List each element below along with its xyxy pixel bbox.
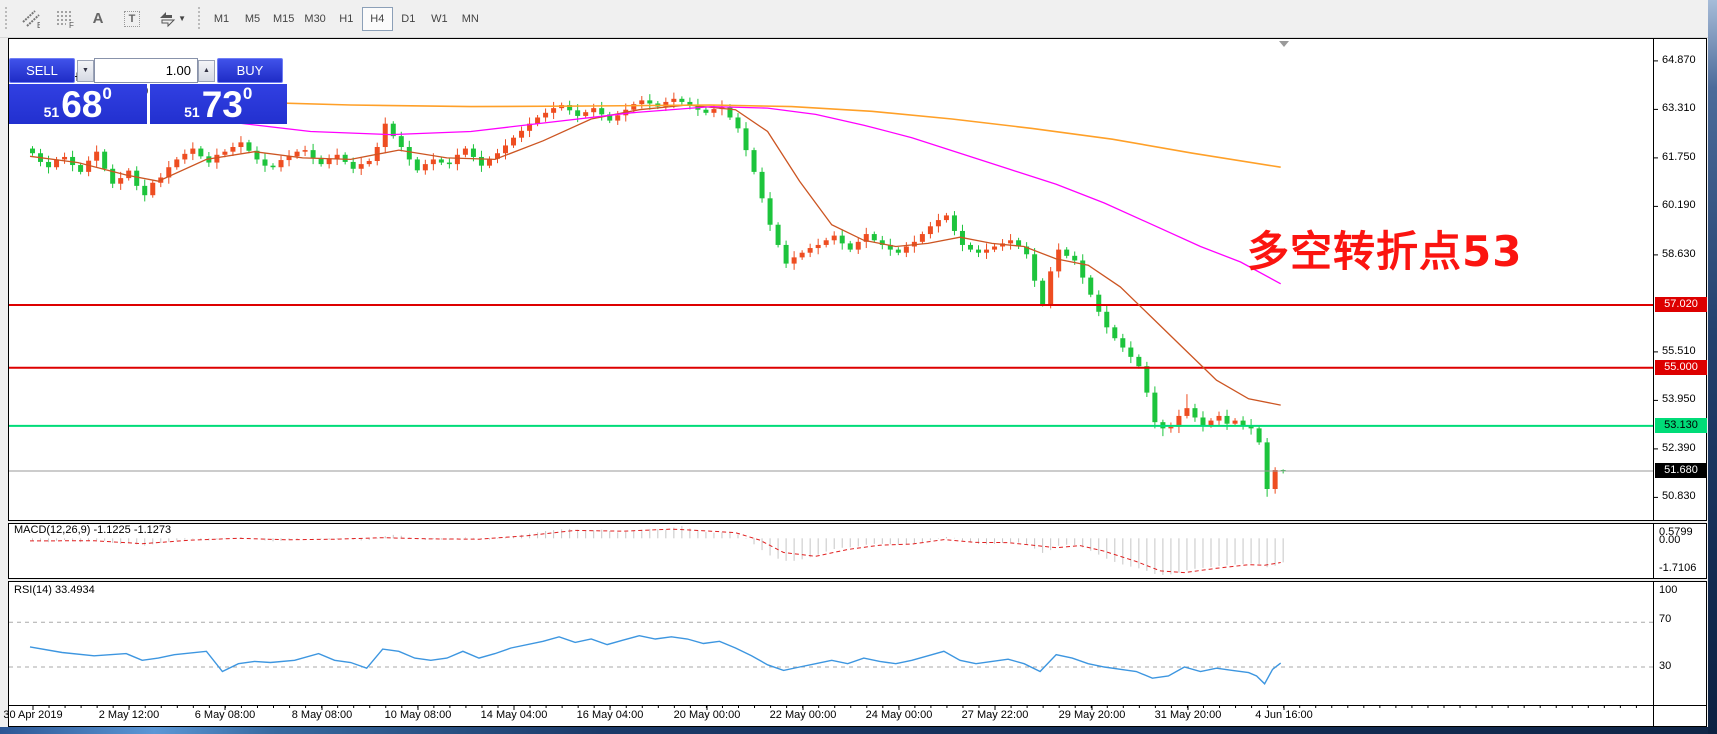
timeframe-button-h1[interactable]: H1 [331, 7, 362, 31]
fibonacci-retracement-tool-button[interactable]: F [47, 5, 81, 33]
dropdown-caret-icon: ▼ [178, 14, 186, 23]
sell-price-small: 51 [43, 104, 60, 120]
time-tick-label: 8 May 08:00 [291, 709, 353, 721]
timeframe-button-h4[interactable]: H4 [361, 6, 393, 31]
price-tick-label: 52.390 [1662, 441, 1696, 454]
price-tick-label: 58.630 [1662, 247, 1696, 260]
price-tick-label: 64.870 [1662, 53, 1696, 66]
time-tick-label: 20 May 00:00 [673, 709, 741, 721]
macd-axis-label: 0.00 [1659, 534, 1681, 546]
text-annotation-tool-button[interactable]: A [81, 5, 115, 33]
macd-panel-splitter[interactable] [8, 520, 1707, 524]
chart-text-annotation: 多空转折点53 [1247, 227, 1523, 276]
rsi-axis-label: 70 [1659, 613, 1672, 625]
timeframe-button-mn[interactable]: MN [455, 7, 486, 31]
price-line-label: 57.020 [1655, 297, 1707, 313]
price-axis-separator [1653, 38, 1654, 726]
price-line-label: 53.130 [1655, 418, 1707, 434]
rsi-panel-splitter[interactable] [8, 578, 1707, 582]
rsi-axis-label: 100 [1659, 584, 1678, 596]
price-tick-label: 53.950 [1662, 393, 1696, 406]
equidistant-channel-tool-button[interactable]: E [13, 5, 47, 33]
timeframe-button-m5[interactable]: M5 [237, 7, 268, 31]
macd-axis-label: 0.5799 [1659, 526, 1693, 538]
time-tick-label: 24 May 00:00 [865, 709, 933, 721]
buy-price-display[interactable]: 51 73 0 [149, 84, 287, 125]
buy-price-sup: 0 [242, 84, 253, 103]
toolbar: E F A T ▼ M1 M5 M15 M30 H1 H4 D1 W1 MN [0, 0, 1710, 38]
sell-price-display[interactable]: 51 68 0 [9, 84, 147, 124]
svg-text:F: F [69, 21, 74, 29]
price-line-label: 55.000 [1655, 360, 1707, 376]
price-tick-label: 61.750 [1662, 150, 1696, 163]
price-tick-label: 60.190 [1662, 199, 1696, 212]
buy-price-big: 73 [201, 84, 243, 125]
volume-increase-button[interactable]: ▲ [198, 59, 215, 82]
time-tick-label: 22 May 00:00 [769, 709, 837, 721]
text-label-tool-button[interactable]: T [115, 5, 149, 33]
timeframe-button-w1[interactable]: W1 [424, 7, 455, 31]
window-bottom-edge [0, 727, 1717, 734]
timeframe-button-d1[interactable]: D1 [393, 7, 424, 31]
fibonacci-retracement-icon: F [57, 10, 74, 29]
timeframe-button-m30[interactable]: M30 [299, 7, 330, 31]
chart-window[interactable] [8, 38, 1707, 727]
buy-button[interactable]: BUY [217, 58, 283, 83]
time-tick-label: 27 May 22:00 [961, 709, 1029, 721]
sell-price-sup: 0 [102, 84, 112, 103]
time-tick-label: 30 Apr 2019 [3, 709, 63, 721]
equidistant-channel-icon: E [22, 9, 40, 29]
sell-button[interactable]: SELL [9, 58, 75, 83]
time-tick-label: 4 Jun 16:00 [1255, 709, 1313, 721]
text-label-icon: T [123, 10, 141, 27]
price-tick-label: 63.310 [1662, 102, 1696, 115]
arrow-objects-icon [160, 11, 176, 27]
current-price-label: 51.680 [1655, 463, 1707, 479]
toolbar-grip[interactable] [3, 6, 10, 31]
sell-price-big: 68 [61, 84, 103, 125]
time-tick-label: 10 May 08:00 [384, 709, 452, 721]
time-axis-separator [8, 705, 1707, 706]
time-tick-label: 14 May 04:00 [480, 709, 548, 721]
macd-axis-label: -1.7106 [1659, 562, 1697, 574]
window-right-edge [1708, 0, 1717, 734]
rsi-axis-label: 30 [1659, 660, 1672, 672]
timeframe-button-m15[interactable]: M15 [268, 7, 299, 31]
time-tick-label: 6 May 08:00 [194, 709, 256, 721]
price-tick-label: 50.830 [1662, 490, 1696, 503]
chart-shift-marker-icon[interactable] [1279, 41, 1289, 47]
buy-price-small: 51 [184, 104, 200, 120]
price-tick-label: 55.510 [1662, 344, 1696, 357]
time-tick-label: 31 May 20:00 [1154, 709, 1222, 721]
timeframe-button-m1[interactable]: M1 [206, 7, 237, 31]
volume-decrease-button[interactable]: ▼ [77, 59, 94, 82]
rsi-indicator-label: RSI(14) 33.4934 [14, 584, 95, 596]
macd-indicator-label: MACD(12,26,9) -1.1225 -1.1273 [14, 524, 172, 536]
time-tick-label: 16 May 04:00 [576, 709, 644, 721]
time-tick-label: 2 May 12:00 [98, 709, 160, 721]
arrow-objects-tool-button[interactable]: ▼ [149, 5, 193, 33]
timeframe-toolbar: M1 M5 M15 M30 H1 H4 D1 W1 MN [206, 6, 486, 31]
svg-text:E: E [37, 21, 40, 29]
volume-stepper: ▼ ▲ [77, 58, 215, 83]
text-annotation-icon: A [92, 10, 104, 27]
time-tick-label: 29 May 20:00 [1058, 709, 1126, 721]
toolbar-grip[interactable] [196, 6, 203, 31]
volume-input[interactable] [94, 58, 198, 83]
